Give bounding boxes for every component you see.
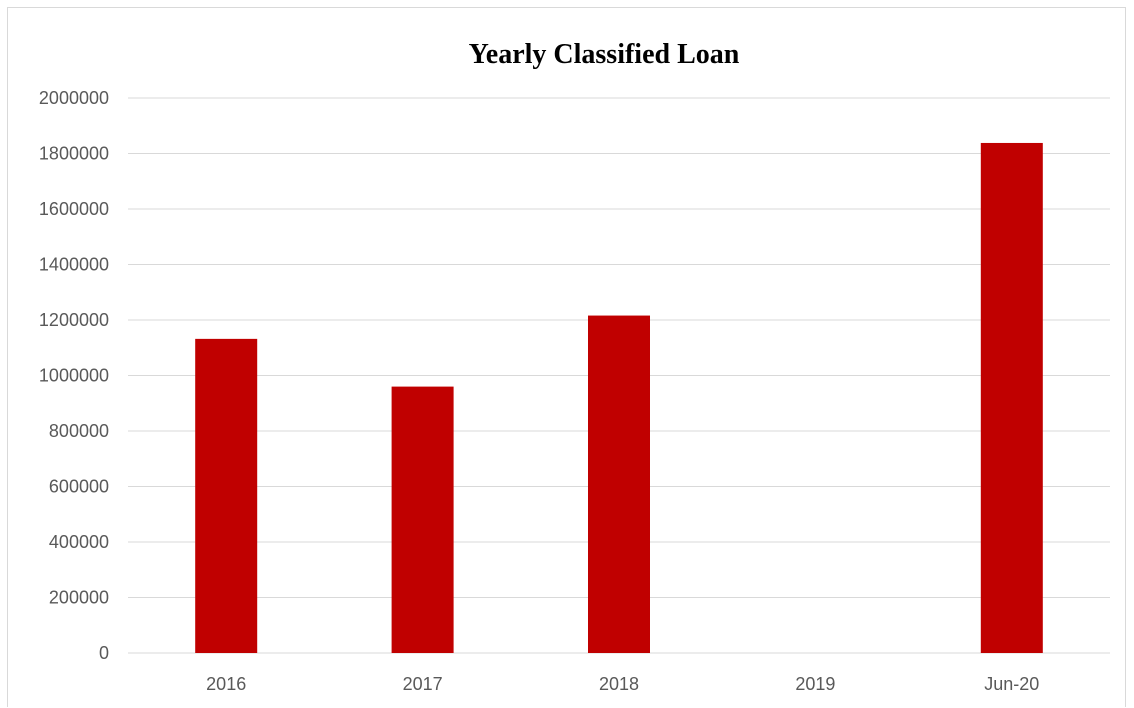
y-tick-label: 2000000: [39, 88, 109, 108]
y-tick-label: 1800000: [39, 144, 109, 164]
bar-2018: [588, 315, 650, 653]
chart-title: Yearly Classified Loan: [469, 39, 740, 70]
y-tick-label: 0: [99, 643, 109, 663]
bars: [195, 142, 1043, 653]
x-tick-label: 2019: [795, 674, 835, 694]
x-tick-label: Jun-20: [984, 674, 1039, 694]
y-tick-label: 1200000: [39, 310, 109, 330]
x-tick-label: 2016: [206, 674, 246, 694]
y-tick-label: 200000: [49, 588, 109, 608]
chart-canvas: Yearly Classified Loan 0 200000 400000 6000…: [39, 39, 1110, 694]
y-tick-label: 1000000: [39, 366, 109, 386]
bar-jun-20: [980, 142, 1043, 653]
y-tick-label: 800000: [49, 421, 109, 441]
chart-frame: Yearly Classified Loan 0 200000 400000 6000…: [7, 7, 1126, 707]
x-axis-ticks: 2016 2017 2018 2019 Jun-20: [206, 674, 1039, 694]
bar-2016: [195, 338, 258, 653]
y-tick-label: 600000: [49, 477, 109, 497]
x-tick-label: 2018: [599, 674, 639, 694]
y-tick-label: 400000: [49, 532, 109, 552]
y-tick-label: 1400000: [39, 255, 109, 275]
x-tick-label: 2017: [403, 674, 443, 694]
bar-2017: [391, 386, 454, 653]
y-tick-label: 1600000: [39, 199, 109, 219]
y-axis-ticks: 0 200000 400000 600000 800000 1000000 1200000 1…: [39, 88, 109, 663]
